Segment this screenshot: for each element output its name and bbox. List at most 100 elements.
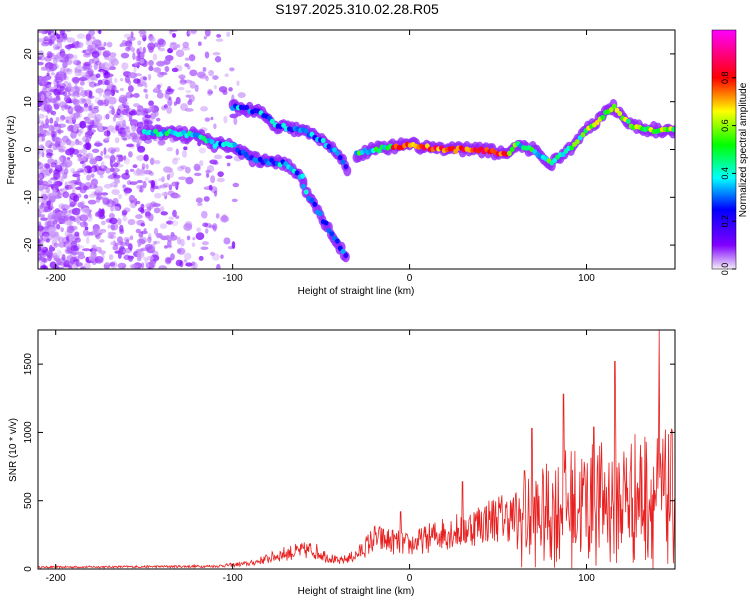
spectrogram-noise-blob [110,241,115,246]
spectrogram-noise-blob [41,145,45,152]
spectrogram-noise-blob [176,236,182,245]
spectrogram-noise-blob [48,63,58,71]
spectrogram-noise-blob [231,241,236,249]
spectrogram-noise-blob [204,51,210,58]
spectrogram-noise-blob [46,152,53,159]
spectrogram-noise-blob [83,167,88,176]
spectrogram-noise-blob [129,168,135,172]
spectrogram-noise-blob [44,163,51,169]
spectrogram-noise-blob [114,177,121,184]
spectrogram-noise-blob [153,207,161,214]
spectrogram-noise-blob [95,73,101,79]
spectrogram-noise-blob [194,165,202,171]
spectrogram-noise-blob [204,228,209,234]
spectrogram-noise-blob [80,157,86,161]
spectrogram-noise-blob [106,132,110,139]
spectrogram-noise-blob [52,209,56,214]
spectrogram-noise-blob [148,46,154,53]
spectrogram-noise-blob [183,146,188,151]
spectrogram-noise-blob [175,148,179,156]
spectrogram-noise-blob [159,223,168,229]
spectrogram-noise-blob [213,154,223,160]
spectrogram-noise-blob [191,242,196,248]
spectrogram-noise-blob [59,217,66,225]
spectrogram-noise-blob [99,93,103,97]
spectrogram-noise-blob [66,37,76,43]
spectrogram-noise-blob [125,238,130,247]
spectrogram-noise-blob [70,240,78,249]
spectrogram-noise-blob [64,181,68,189]
spectrogram-noise-blob [49,192,59,196]
spectrogram-noise-blob [65,233,74,242]
spectrogram-noise-blob [77,157,82,162]
spectrogram-noise-blob [78,66,88,72]
spectrogram-noise-blob [221,214,228,222]
spectrogram-noise-blob [226,162,231,167]
spectrogram-noise-blob [157,38,165,45]
spectrogram-ridge-core [320,137,326,144]
spectrogram-noise-blob [99,174,104,179]
spectrogram-noise-blob [118,94,128,103]
spectrogram-noise-blob [141,163,146,170]
spectrogram-noise-blob [40,94,45,102]
spectrogram-noise-blob [63,264,71,268]
spectrogram-ridge-core [625,118,631,124]
spectrogram-marks [38,30,675,269]
spectrogram-noise-blob [129,235,134,241]
spectrogram-noise-blob [216,177,225,183]
spectrogram-noise-blob [71,76,80,83]
spectrogram-noise-blob [212,75,219,80]
spectrogram-noise-blob [137,40,142,46]
spectrogram-ridge-core [232,142,238,148]
spectrogram-noise-blob [183,259,188,263]
spectrogram-noise-blob [138,236,148,244]
spectrogram-noise-blob [138,233,142,238]
spectrogram-noise-blob [183,223,193,231]
spectrogram-noise-blob [107,224,112,229]
spectrogram-noise-blob [159,206,165,214]
spectrogram-ylabel: Frequency (Hz) [6,116,17,185]
spectrogram-noise-blob [76,251,85,256]
spectrogram-noise-blob [128,151,133,158]
spectrogram-noise-blob [204,117,211,122]
spectrogram-noise-blob [147,232,152,240]
spectrogram-noise-blob [40,217,49,221]
spectrogram-noise-blob [197,202,203,207]
spectrogram-noise-blob [181,149,187,158]
spectrogram-noise-blob [114,77,118,84]
spectrogram-noise-blob [84,125,94,129]
spectrogram-noise-blob [150,180,155,188]
spectrogram-noise-blob [54,208,60,214]
spectrogram-noise-blob [73,217,77,222]
spectrogram-ridge-core [243,151,249,158]
spectrogram-noise-blob [88,193,97,198]
spectrogram-noise-blob [41,151,45,158]
spectrogram-noise-blob [128,256,134,262]
spectrogram-noise-blob [54,212,62,220]
spectrogram-noise-blob [223,237,231,245]
spectrogram-noise-blob [126,143,135,148]
spectrogram-noise-blob [125,91,133,99]
snr-marks [38,330,675,569]
spectrogram-noise-blob [107,147,117,154]
spectrogram-noise-blob [77,201,84,208]
spectrogram-noise-blob [102,51,110,58]
spectrogram-noise-blob [169,42,178,51]
spectrogram-noise-blob [152,240,161,245]
spectrogram-noise-blob [162,182,170,188]
spectrogram-noise-blob [154,110,159,117]
spectrogram-noise-blob [185,262,193,267]
spectrogram-noise-blob [166,146,174,152]
spectrogram-noise-blob [96,44,105,49]
spectrogram-noise-blob [125,46,131,52]
spectrogram-noise-blob [77,141,83,146]
spectrogram-noise-blob [180,238,185,247]
spectrogram-noise-blob [118,113,124,121]
spectrogram-noise-blob [136,121,144,129]
spectrogram-noise-blob [64,104,72,110]
spectrogram-noise-blob [43,36,50,42]
spectrogram-noise-blob [76,40,80,45]
spectrogram-noise-blob [87,199,97,205]
spectrogram-noise-blob [101,126,109,130]
